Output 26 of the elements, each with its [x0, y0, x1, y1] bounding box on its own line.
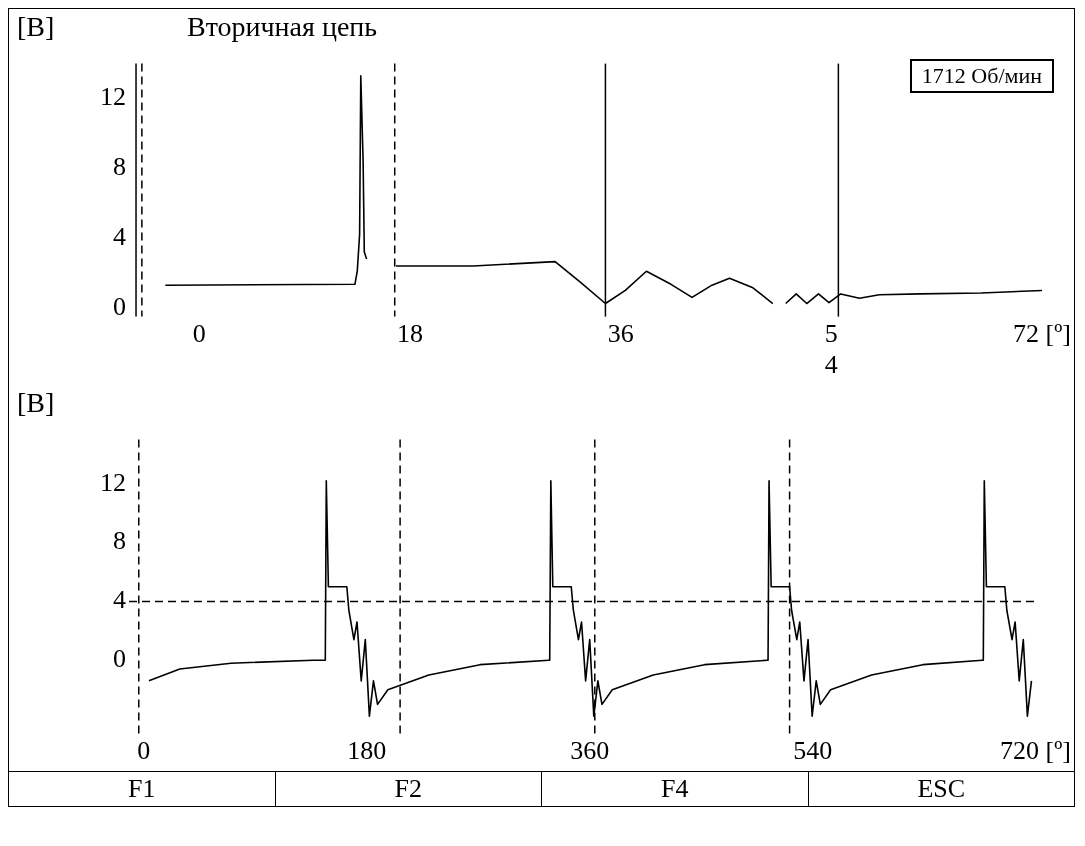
chart-title: Вторичная цепь — [187, 11, 378, 43]
y-tick-label: 0 — [113, 291, 126, 321]
y-tick-label: 0 — [113, 644, 126, 674]
text: F4 — [541, 772, 808, 806]
x-tick-label: 5 4 — [824, 319, 838, 380]
x-tick-label: 0 — [192, 319, 206, 349]
x-tick-label: 540 — [793, 736, 833, 766]
text: F1 — [127, 773, 157, 805]
x-tick-label: 72 [º] — [1013, 319, 1072, 349]
annotation: 1712 Об/мин — [909, 59, 1054, 93]
y-tick-label: 12 — [100, 467, 126, 497]
x-tick-label: 720 [º] — [1000, 736, 1072, 766]
y-tick-label: 8 — [113, 526, 126, 556]
y-tick-label: 8 — [113, 152, 126, 182]
y-tick-label: 4 — [113, 221, 126, 251]
x-tick-label: 0 — [137, 736, 151, 766]
y-tick-label: 4 — [113, 585, 126, 615]
x-tick-label: 360 — [570, 736, 610, 766]
y-axis-title: [В] — [17, 11, 56, 43]
y-axis-title: [В] — [17, 387, 56, 419]
text: F2 — [274, 772, 541, 806]
x-tick-label: 36 — [607, 319, 634, 349]
text: ESC — [807, 772, 1074, 806]
x-tick-label: 180 — [347, 736, 387, 766]
x-tick-label: 18 — [396, 319, 423, 349]
y-tick-label: 12 — [100, 82, 126, 112]
